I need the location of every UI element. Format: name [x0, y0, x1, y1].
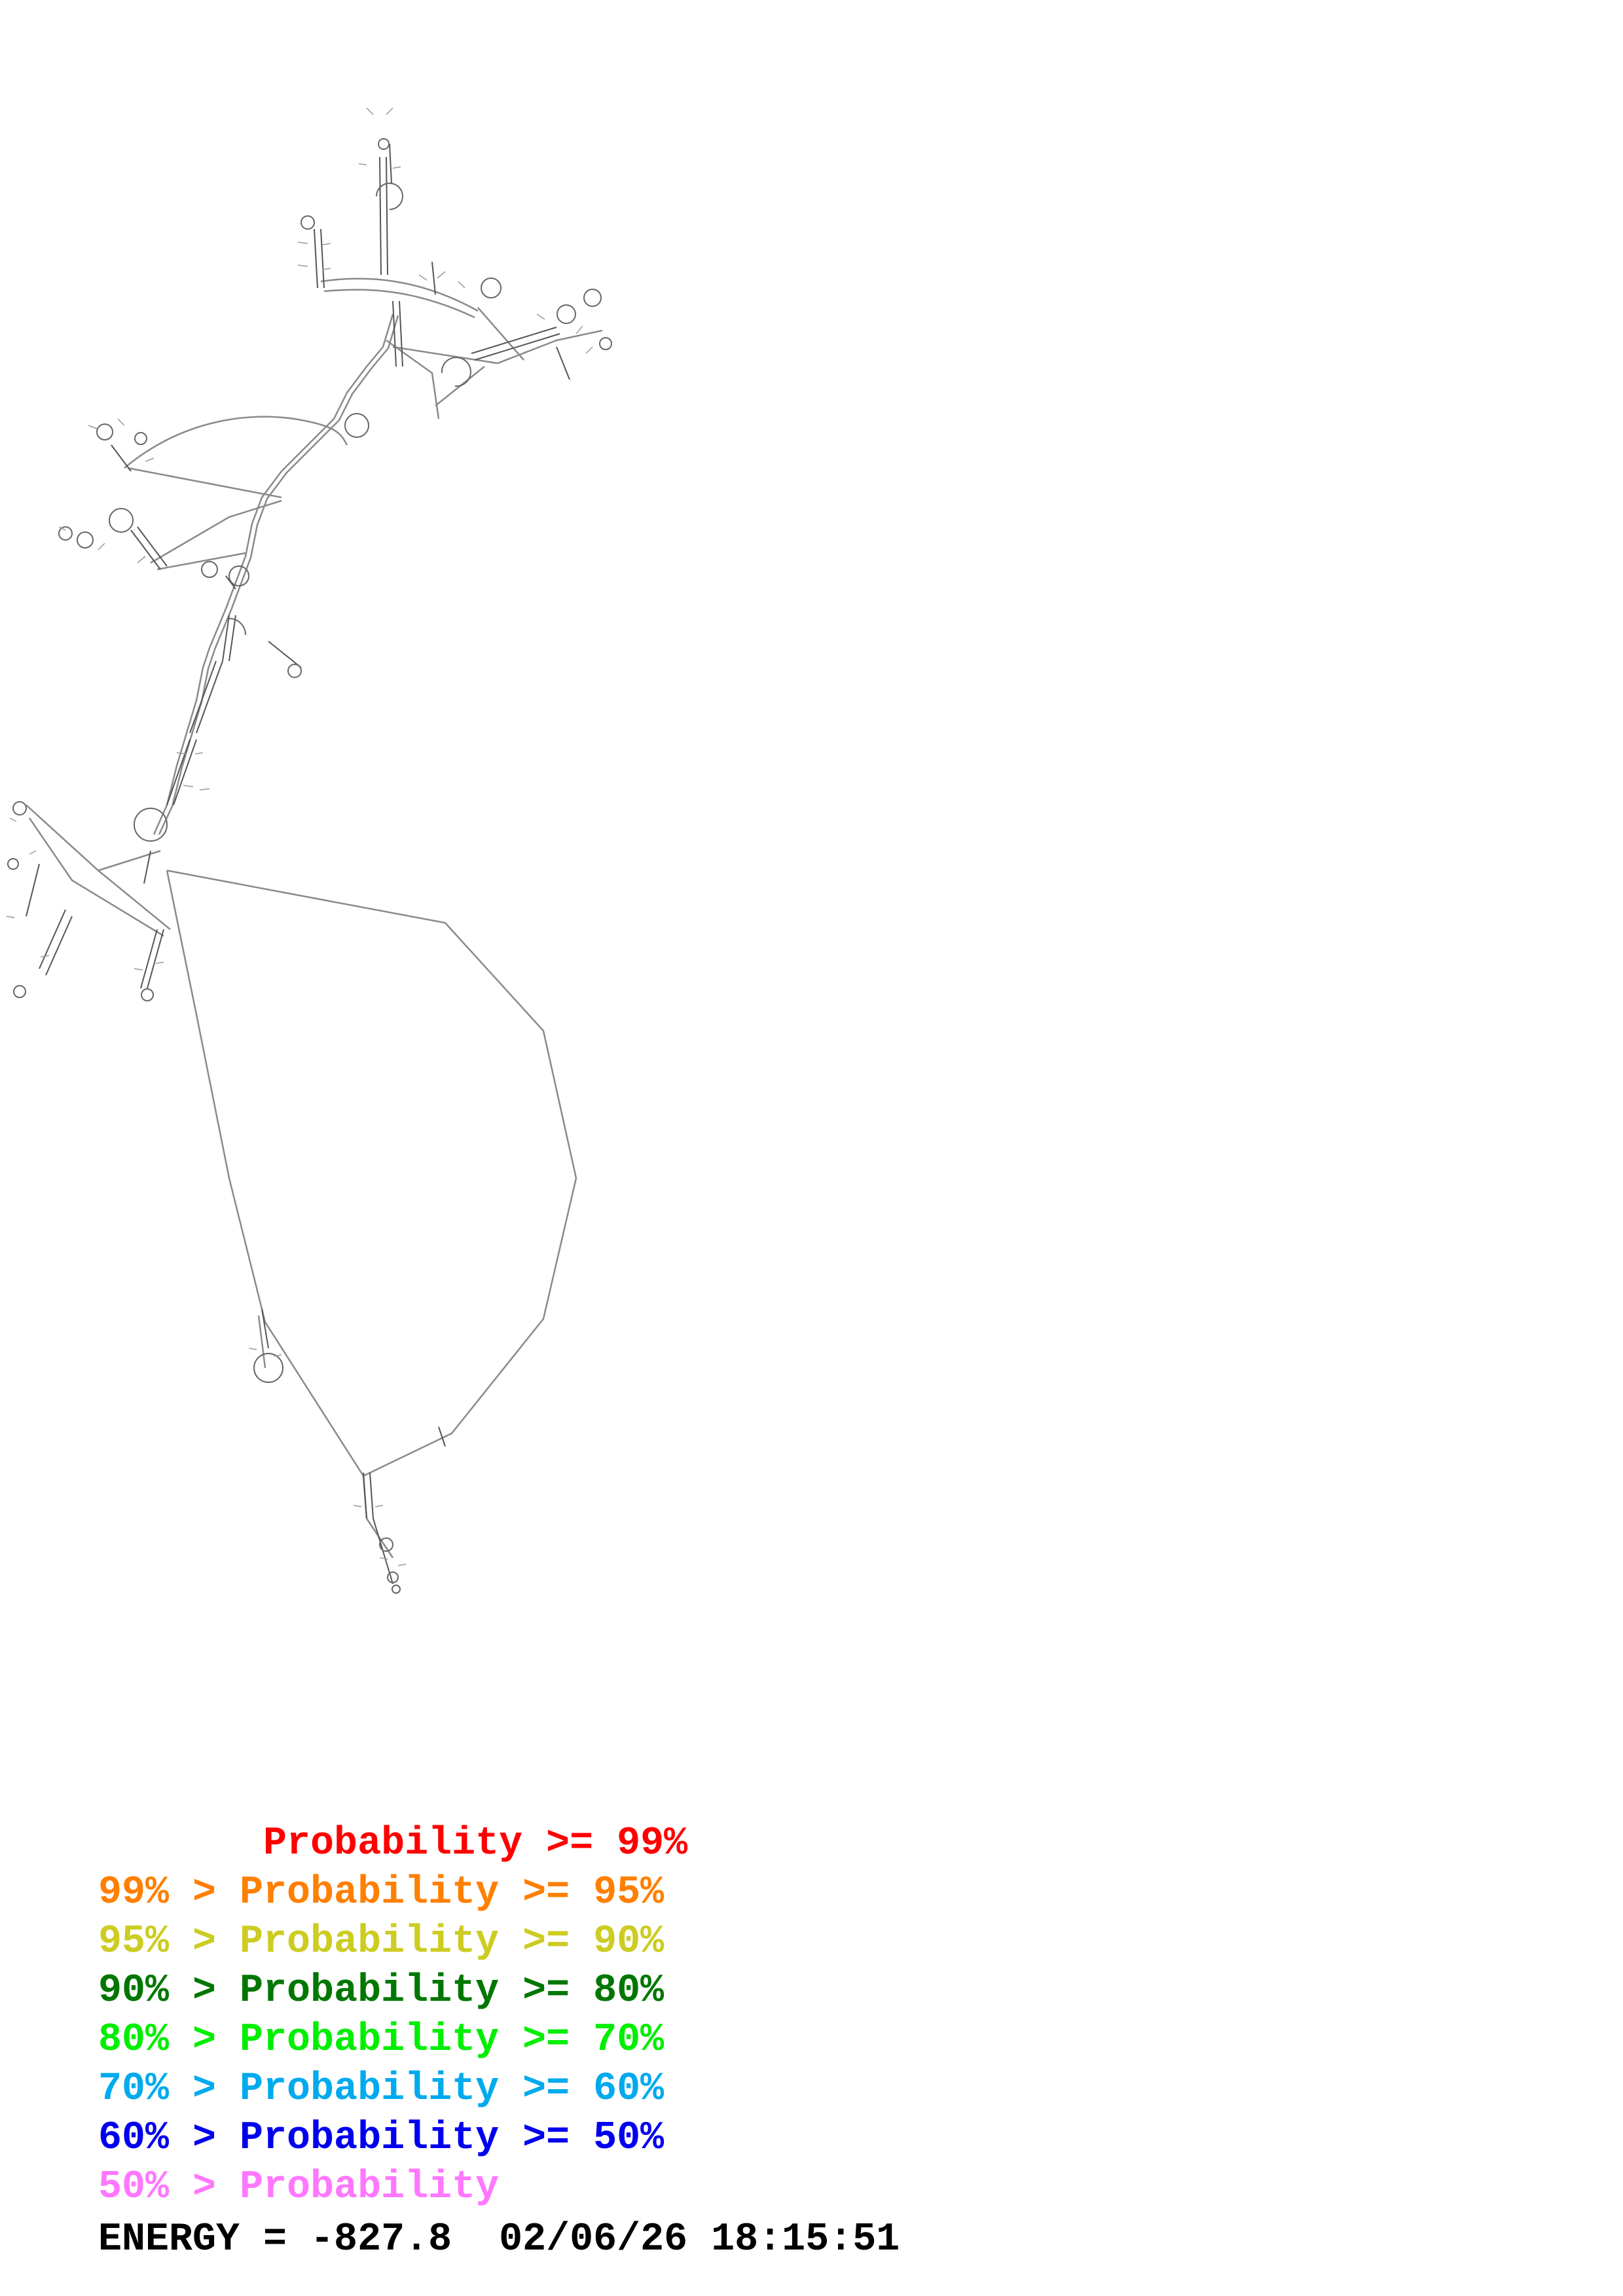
base-ticks [6, 107, 593, 1566]
legend-row: 60% > Probability >= 50% [98, 2116, 665, 2161]
legend-row: 99% > Probability >= 95% [98, 1871, 665, 1915]
legend-row: 90% > Probability >= 80% [98, 1969, 665, 2013]
helices [26, 143, 570, 1585]
legend-row: 80% > Probability >= 70% [98, 2018, 665, 2062]
hairpin-loops [7, 138, 612, 1594]
legend-row: 70% > Probability >= 60% [98, 2067, 665, 2111]
legend-row: 95% > Probability >= 90% [98, 1920, 665, 1964]
probability-legend: Probability >= 99% 99% > Probability >= 9… [98, 1820, 687, 2212]
left-arc [124, 416, 348, 469]
main-stem [153, 314, 394, 835]
legend-row: Probability >= 99% [98, 1821, 688, 1866]
energy-footer: ENERGY = -827.8 02/06/26 18:15:51 [98, 2217, 900, 2262]
legend-row: 50% > Probability [98, 2165, 500, 2210]
timestamp: 02/06/26 18:15:51 [499, 2217, 900, 2262]
rna-structure-diagram [6, 107, 612, 1594]
energy-value: ENERGY = -827.8 [98, 2217, 452, 2262]
large-loop [166, 869, 577, 1477]
backbone [26, 278, 603, 1558]
